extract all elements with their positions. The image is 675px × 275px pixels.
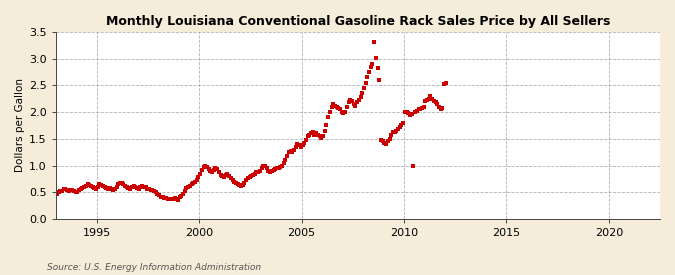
Title: Monthly Louisiana Conventional Gasoline Rack Sales Price by All Sellers: Monthly Louisiana Conventional Gasoline … — [106, 15, 610, 28]
Y-axis label: Dollars per Gallon: Dollars per Gallon — [15, 78, 25, 172]
Text: Source: U.S. Energy Information Administration: Source: U.S. Energy Information Administ… — [47, 263, 261, 272]
